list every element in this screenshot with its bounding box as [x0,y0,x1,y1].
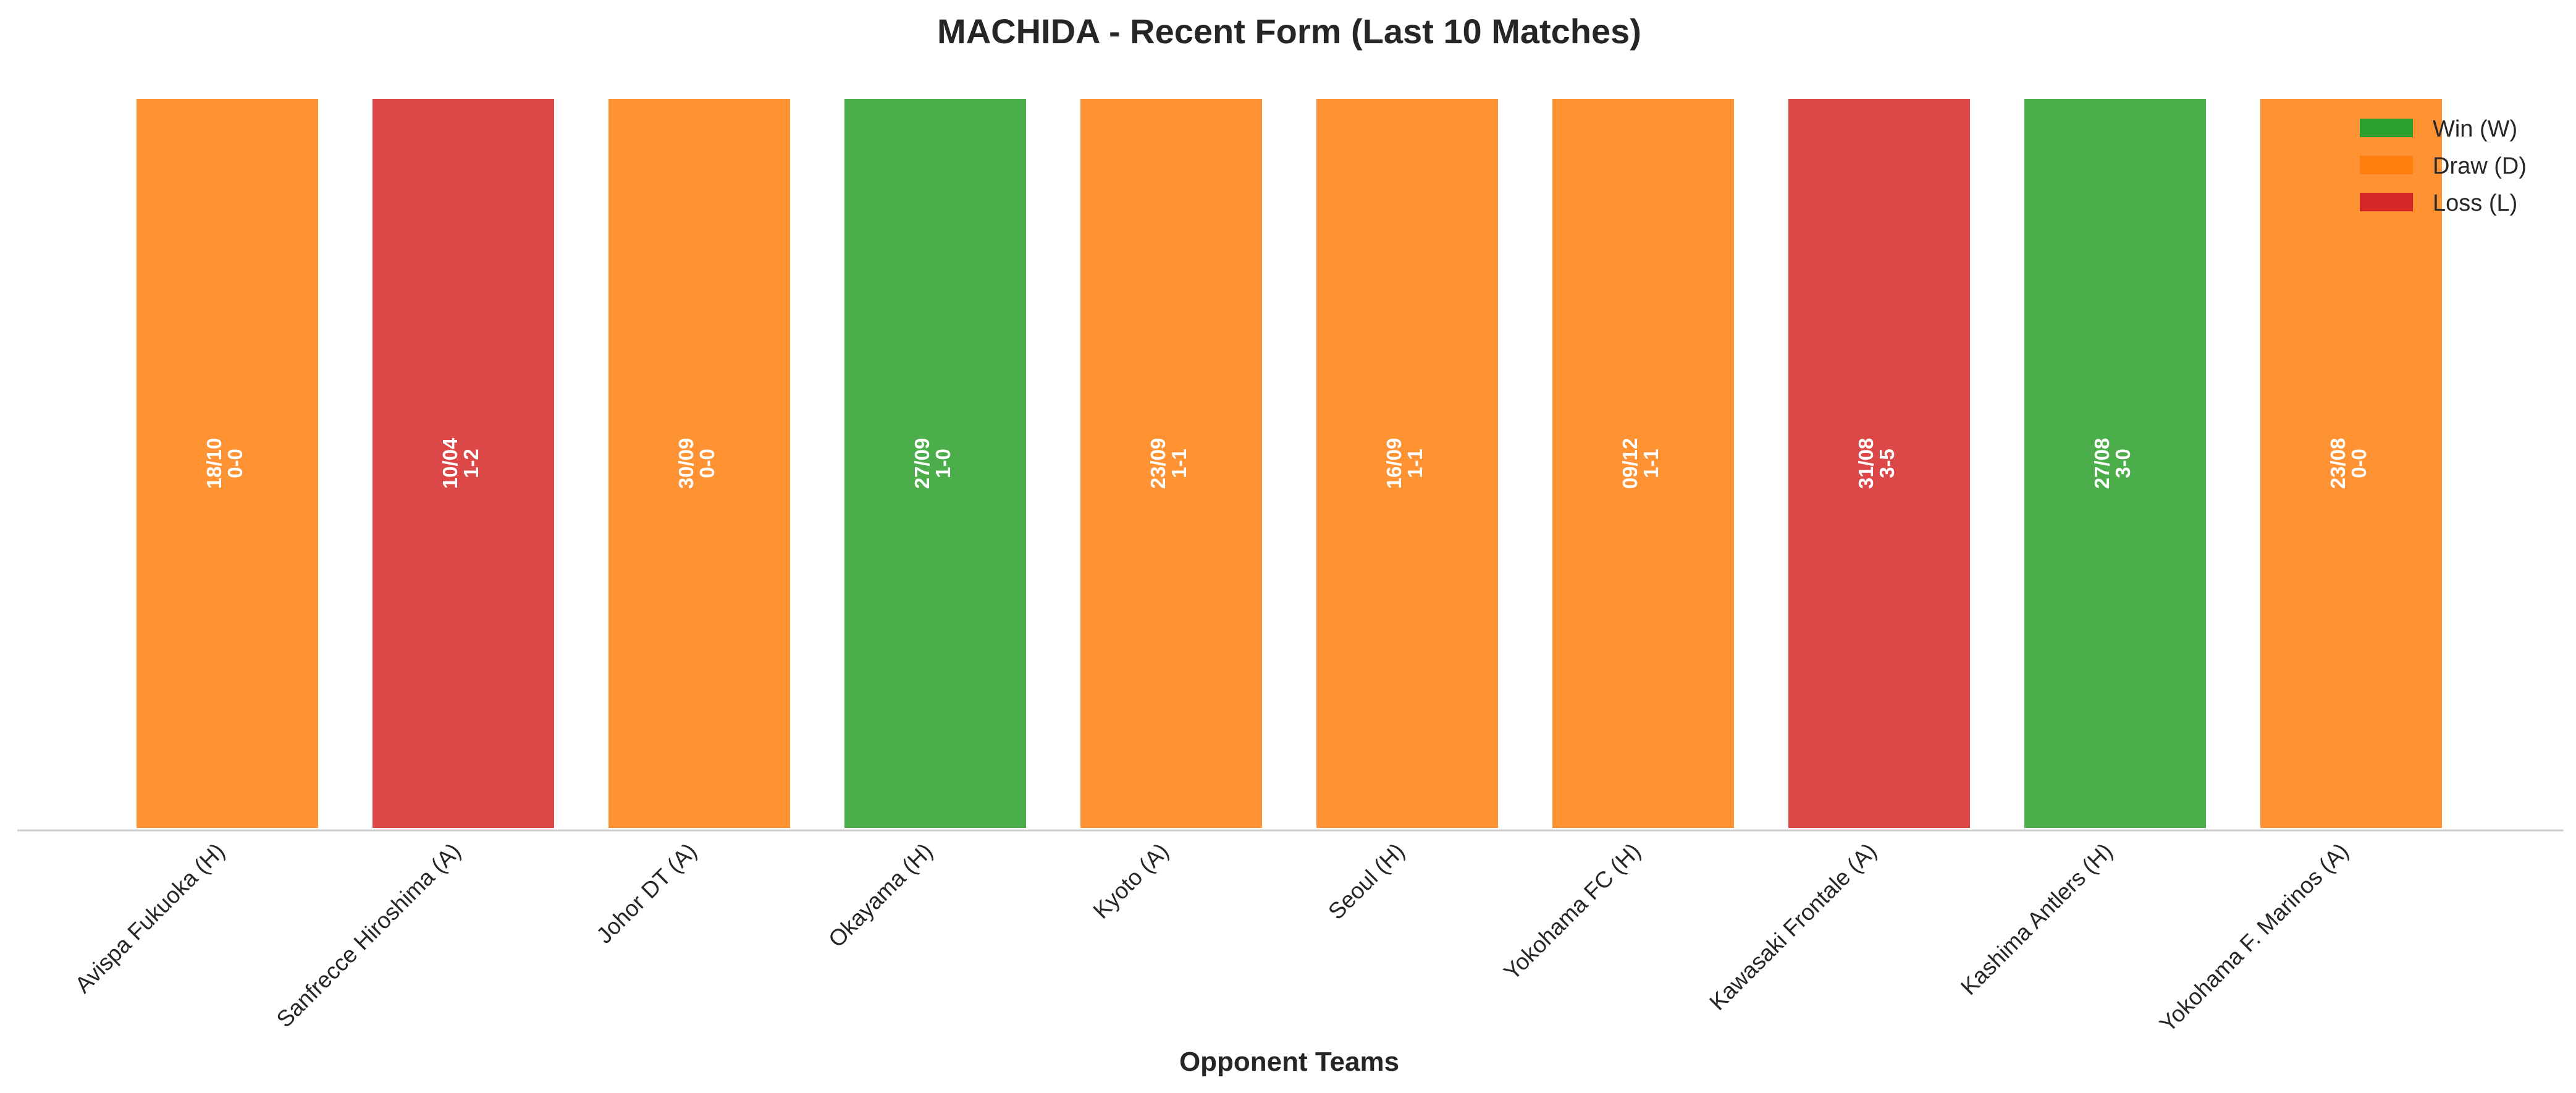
x-tick-label: Kashima Antlers (H) [1956,838,2118,1000]
bar [1078,96,1265,830]
bar-date-label: 27/08 [2090,438,2113,489]
x-tick-label: Okayama (H) [823,838,938,953]
bar [1314,96,1501,830]
legend-label: Win (W) [2433,116,2517,142]
bar [606,96,793,830]
bar-date-label: 23/08 [2326,438,2349,489]
x-tick-label: Sanfrecce Hiroshima (A) [272,838,466,1032]
x-tick-label: Kyoto (A) [1088,838,1174,924]
bar-label: 16/091-1 [1383,438,1426,489]
bar-score-label: 0-0 [2347,449,2370,478]
bar-score-label: 3-0 [2111,449,2134,478]
bar-score-label: 1-1 [1168,449,1190,478]
bar-label: 09/121-1 [1618,438,1662,489]
bar-label: 10/041-2 [439,437,482,489]
bar-date-label: 18/10 [203,438,225,489]
bar [134,96,321,830]
legend-label: Draw (D) [2433,153,2527,179]
bar-score-label: 0-0 [696,449,718,478]
bar-label: 23/080-0 [2326,438,2370,489]
legend-swatch [2360,156,2413,174]
bar-label: 31/083-5 [1854,438,1898,489]
bar [2258,96,2444,830]
bar-date-label: 23/09 [1147,438,1169,489]
bar-score-label: 1-0 [932,449,954,478]
bar-score-label: 1-1 [1404,449,1426,478]
x-tick-label: Yokohama FC (H) [1499,838,1645,985]
bar-date-label: 16/09 [1383,438,1405,489]
bar-label: 30/090-0 [675,438,718,489]
bar-score-label: 1-1 [1639,449,1662,478]
bar [1550,96,1736,830]
bar-label: 27/091-0 [911,438,954,489]
x-tick-label: Yokohama F. Marinos (A) [2155,838,2354,1037]
legend-swatch [2360,119,2413,137]
bar-date-label: 27/09 [911,438,933,489]
x-tick-label: Seoul (H) [1323,838,1409,924]
bar [842,96,1029,830]
bar-label: 23/091-1 [1147,438,1190,489]
bar-label: 27/083-0 [2090,438,2134,489]
bar [1786,96,1972,830]
bar [370,96,557,830]
x-tick-label: Kawasaki Frontale (A) [1704,838,1881,1015]
chart-title: MACHIDA - Recent Form (Last 10 Matches) [937,12,1641,51]
bar-date-label: 30/09 [675,438,697,489]
bar-score-label: 3-5 [1875,449,1898,478]
bar-date-label: 10/04 [439,437,461,489]
bar-date-label: 09/12 [1618,438,1641,489]
legend: Win (W) Draw (D) Loss (L) [2360,116,2527,216]
bar [2022,96,2208,830]
bars-group: 18/100-0 10/041-2 30/090-0 27/091-0 23/091-1… [134,96,2444,830]
bar-score-label: 1-2 [460,449,482,478]
bar-date-label: 31/08 [1854,438,1877,489]
x-axis-label: Opponent Teams [1179,1047,1399,1077]
bar-score-label: 0-0 [224,449,246,478]
legend-label: Loss (L) [2433,190,2517,216]
x-tick-labels: Avispa Fukuoka (H) Sanfrecce Hiroshima (A… [70,838,2353,1037]
x-tick-label: Johor DT (A) [591,838,701,948]
legend-swatch [2360,193,2413,211]
x-tick-label: Avispa Fukuoka (H) [70,838,229,998]
bar-label: 18/100-0 [203,438,246,489]
